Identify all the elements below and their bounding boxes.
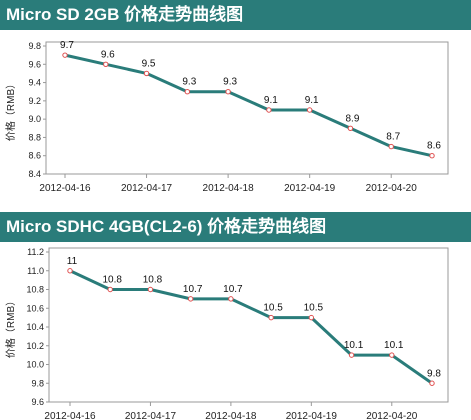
chart-2-data-label: 10.7 — [223, 284, 243, 295]
chart-1-y-tick-label: 9.2 — [28, 96, 41, 106]
chart-1-data-point — [103, 61, 109, 67]
chart-1-data-label: 9.1 — [305, 95, 319, 106]
chart-2-data-label: 10.7 — [183, 284, 203, 295]
chart-2-series-line — [69, 269, 433, 385]
chart-2-y-tick-label: 10.6 — [26, 303, 44, 313]
chart-2-x-tick-label: 2012-04-16 — [44, 411, 96, 420]
chart-2-data-label: 10.8 — [102, 275, 122, 286]
chart-2-data-label: 10.5 — [304, 303, 324, 314]
chart-2-data-label: 10.1 — [344, 340, 364, 351]
chart-1-data-point — [266, 107, 272, 113]
chart-2-x-tick-label: 2012-04-19 — [286, 411, 338, 420]
chart-1-data-point — [225, 89, 231, 95]
chart-2-data-label: 11 — [67, 256, 78, 267]
chart-1-data-label: 9.5 — [142, 58, 156, 69]
chart-2-y-tick-label: 10.0 — [26, 360, 44, 370]
chart-2-y-tick-label: 9.8 — [31, 378, 44, 388]
chart-2-data-point — [308, 314, 315, 321]
chart-2-x-tick-label: 2012-04-20 — [366, 411, 418, 420]
chart-1-data-label: 8.9 — [345, 113, 359, 124]
chart-1-x-tick-label: 2012-04-18 — [203, 183, 255, 194]
chart-2-data-point — [147, 286, 154, 293]
chart-1-x-tick-label: 2012-04-20 — [366, 183, 418, 194]
chart-1-y-tick-label: 8.6 — [28, 151, 41, 161]
chart-2-data-point — [348, 352, 355, 358]
chart-1-data-label: 9.7 — [60, 40, 74, 51]
chart-2-data-label: 10.8 — [143, 275, 163, 286]
chart-1-data-point — [184, 89, 191, 95]
chart-1-data-point — [388, 143, 394, 150]
chart-1-data-label: 9.1 — [264, 95, 278, 106]
chart-2-x-tick-label: 2012-04-17 — [125, 411, 177, 420]
chart-1-data-point — [429, 153, 435, 159]
chart-1-data-point — [347, 125, 354, 131]
chart-1-data-label: 9.6 — [101, 49, 115, 60]
chart-1-y-tick-label: 9.4 — [28, 78, 41, 88]
chart-2-data-point — [268, 314, 274, 321]
chart-2-y-axis-label: 价格（RMB） — [4, 296, 17, 358]
chart-2-y-tick-label: 9.6 — [31, 397, 44, 407]
chart-1-data-point — [306, 107, 313, 113]
chart-1-data-point — [62, 52, 68, 58]
chart-2-y-tick-label: 11.0 — [27, 266, 44, 276]
chart-2-data-point — [389, 352, 395, 358]
chart-1-data-label: 8.6 — [427, 141, 441, 152]
chart-2-y-tick-label: 11.2 — [27, 247, 44, 257]
chart-1-y-tick-label: 9.0 — [28, 114, 41, 124]
chart-1-y-tick-label: 8.8 — [28, 132, 41, 142]
chart-1-data-label: 9.3 — [182, 77, 196, 88]
chart-1-data-point — [143, 70, 150, 77]
chart-2-y-tick-label: 10.2 — [26, 341, 44, 351]
chart-2-y-tick-label: 10.4 — [26, 322, 44, 332]
chart-2-y-tick-label: 10.8 — [26, 285, 44, 295]
chart-1-plot-frame — [45, 41, 449, 175]
chart-2-title: Micro SDHC 4GB(CL2-6) 价格走势曲线图 — [0, 212, 471, 242]
chart-1-series-line — [64, 53, 433, 158]
chart-1-x-tick-label: 2012-04-19 — [284, 183, 336, 194]
chart-2-plot: 9.6 9.8 10.0 10.2 10.4 10.6 10.8 11.0 11.2 2012-0… — [4, 247, 449, 420]
chart-1-y-tick-label: 9.8 — [28, 41, 41, 51]
chart-2-data-label: 10.1 — [384, 340, 404, 351]
chart-1-data-label: 8.7 — [386, 132, 400, 143]
chart-2-data-point — [67, 268, 73, 274]
chart-2-data-point — [228, 296, 234, 302]
chart-1-x-tick-label: 2012-04-16 — [39, 183, 91, 194]
chart-2-data-point — [107, 286, 113, 293]
chart-1-y-tick-label: 9.6 — [28, 59, 41, 69]
chart-1-plot: 8.4 8.6 8.8 9.0 9.2 9.4 9.6 9.8 2012-04-16 2012-0… — [4, 40, 449, 194]
chart-2-data-label: 10.5 — [263, 303, 283, 314]
chart-1-x-tick-label: 2012-04-17 — [121, 183, 173, 194]
chart-1-title: Micro SD 2GB 价格走势曲线图 — [0, 0, 471, 30]
chart-1-y-tick-label: 8.4 — [28, 169, 41, 179]
chart-2-plot-frame — [48, 247, 449, 403]
chart-2-data-label: 9.8 — [427, 368, 441, 379]
chart-2-x-tick-label: 2012-04-18 — [205, 411, 257, 420]
chart-2-data-point — [429, 380, 435, 386]
chart-1-data-label: 9.3 — [223, 77, 237, 88]
chart-1-y-axis-label: 价格（RMB） — [4, 79, 17, 141]
chart-2-data-point — [187, 296, 194, 302]
